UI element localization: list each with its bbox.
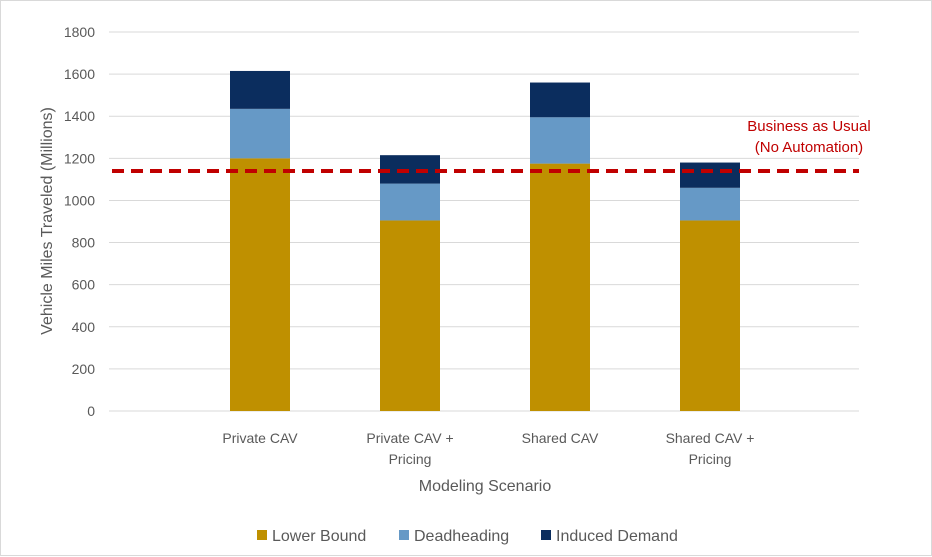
bar-lower-bound [230,158,290,411]
bars [230,70,740,411]
x-axis-title: Modeling Scenario [419,478,552,495]
bar-lower-bound [380,220,440,411]
bar-deadheading [230,108,290,159]
bar-deadheading [530,117,590,164]
bar-induced-demand [680,162,740,188]
reference-line-group: Business as Usual (No Automation) [112,118,871,173]
y-tick-label: 1000 [64,192,95,208]
x-tick-label: Pricing [389,451,432,467]
x-tick-label: Pricing [689,451,732,467]
gridlines [109,31,859,412]
reference-line-label: Business as Usual [747,118,870,135]
y-tick-label: 800 [72,235,96,251]
bar-lower-bound [680,220,740,411]
bar-lower-bound [530,163,590,411]
bar-deadheading [680,187,740,221]
y-tick-label: 1400 [64,108,95,124]
bar-induced-demand [230,70,290,109]
x-tick-label: Private CAV + [366,430,453,446]
y-tick-label: 200 [72,361,96,377]
legend-swatch [257,530,267,540]
bar-deadheading [380,183,440,221]
legend-label: Induced Demand [556,528,678,545]
x-tick-label: Shared CAV + [666,430,755,446]
bar-induced-demand [530,82,590,118]
legend-swatch [541,530,551,540]
x-tick-label: Private CAV [222,430,298,446]
legend-label: Lower Bound [272,528,366,545]
y-axis-title: Vehicle Miles Traveled (Millions) [39,107,56,335]
y-tick-label: 1200 [64,150,95,166]
legend-label: Deadheading [414,528,509,545]
y-tick-labels: 0 200 400 600 800 1000 1200 1400 1600 1800 [64,24,95,419]
y-tick-label: 600 [72,277,96,293]
x-tick-labels: Private CAV Private CAV + Pricing Shared CA… [222,430,754,467]
y-tick-label: 400 [72,319,96,335]
y-tick-label: 1600 [64,66,95,82]
y-tick-label: 0 [87,403,95,419]
reference-line-label: (No Automation) [755,139,863,156]
legend-swatch [399,530,409,540]
legend: Lower Bound Deadheading Induced Demand [257,528,678,545]
x-tick-label: Shared CAV [522,430,599,446]
y-tick-label: 1800 [64,24,95,40]
